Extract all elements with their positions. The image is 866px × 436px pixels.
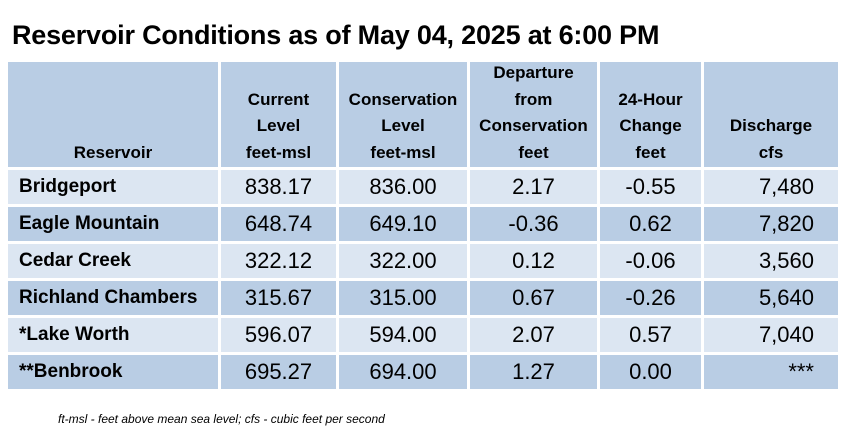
change-cell: -0.26 (597, 278, 701, 315)
header-line: feet (635, 142, 666, 162)
conservation-level-cell: 315.00 (336, 278, 467, 315)
header-line: Level (256, 116, 301, 135)
table-row: **Benbrook 695.27 694.00 1.27 0.00 *** (8, 352, 838, 389)
reservoir-name: Bridgeport (8, 167, 218, 204)
page-title: Reservoir Conditions as of May 04, 2025 … (12, 20, 660, 50)
current-level-cell: 695.27 (218, 352, 336, 389)
header-24-hour-change: 24-Hour Change feet (597, 62, 701, 167)
header-line: feet (518, 142, 549, 162)
change-cell: 0.00 (597, 352, 701, 389)
header-line: from (514, 89, 553, 109)
conservation-level-cell: 694.00 (336, 352, 467, 389)
departure-cell: -0.36 (467, 204, 597, 241)
discharge-cell: *** (701, 352, 838, 389)
change-cell: -0.06 (597, 241, 701, 278)
reservoir-name: Cedar Creek (8, 241, 218, 278)
discharge-cell: 3,560 (701, 241, 838, 278)
header-line: Conservation (348, 89, 458, 109)
discharge-cell: 7,820 (701, 204, 838, 241)
change-cell: 0.62 (597, 204, 701, 241)
header-line: Change (619, 116, 682, 135)
header-departure: Departure from Conservation feet (467, 62, 597, 167)
header-line: Level (381, 116, 425, 135)
current-level-cell: 838.17 (218, 167, 336, 204)
header-line: cfs (758, 142, 784, 162)
reservoir-name: Eagle Mountain (8, 204, 218, 241)
table-row: Bridgeport 838.17 836.00 2.17 -0.55 7,48… (8, 167, 838, 204)
conservation-level-cell: 836.00 (336, 167, 467, 204)
header-discharge: Discharge cfs (701, 62, 838, 167)
conservation-level-cell: 594.00 (336, 315, 467, 352)
table-header-row: Reservoir Current Level feet-msl Conserv… (8, 62, 838, 167)
conservation-level-cell: 322.00 (336, 241, 467, 278)
reservoir-name: *Lake Worth (8, 315, 218, 352)
change-cell: 0.57 (597, 315, 701, 352)
conservation-level-cell: 649.10 (336, 204, 467, 241)
table-row: Richland Chambers 315.67 315.00 0.67 -0.… (8, 278, 838, 315)
header-line: Discharge (729, 116, 813, 135)
current-level-cell: 315.67 (218, 278, 336, 315)
header-line: Reservoir (73, 142, 153, 162)
discharge-cell: 7,480 (701, 167, 838, 204)
departure-cell: 0.67 (467, 278, 597, 315)
header-conservation-level: Conservation Level feet-msl (336, 62, 467, 167)
reservoir-name: **Benbrook (8, 352, 218, 389)
discharge-cell: 7,040 (701, 315, 838, 352)
header-line: Current (247, 89, 310, 109)
table-row: Eagle Mountain 648.74 649.10 -0.36 0.62 … (8, 204, 838, 241)
footnote: ft-msl - feet above mean sea level; cfs … (58, 412, 385, 426)
departure-cell: 2.07 (467, 315, 597, 352)
departure-cell: 0.12 (467, 241, 597, 278)
header-line: Conservation (479, 116, 588, 135)
change-cell: -0.55 (597, 167, 701, 204)
reservoir-table: Reservoir Current Level feet-msl Conserv… (8, 62, 838, 389)
header-current-level: Current Level feet-msl (218, 62, 336, 167)
current-level-cell: 596.07 (218, 315, 336, 352)
header-reservoir: Reservoir (8, 62, 218, 167)
departure-cell: 2.17 (467, 167, 597, 204)
table-row: *Lake Worth 596.07 594.00 2.07 0.57 7,04… (8, 315, 838, 352)
departure-cell: 1.27 (467, 352, 597, 389)
current-level-cell: 322.12 (218, 241, 336, 278)
current-level-cell: 648.74 (218, 204, 336, 241)
table-row: Cedar Creek 322.12 322.00 0.12 -0.06 3,5… (8, 241, 838, 278)
header-line: Departure (493, 63, 574, 82)
header-line: feet-msl (370, 142, 436, 162)
discharge-cell: 5,640 (701, 278, 838, 315)
reservoir-name: Richland Chambers (8, 278, 218, 315)
header-line: 24-Hour (618, 89, 683, 109)
header-line: feet-msl (245, 142, 312, 162)
